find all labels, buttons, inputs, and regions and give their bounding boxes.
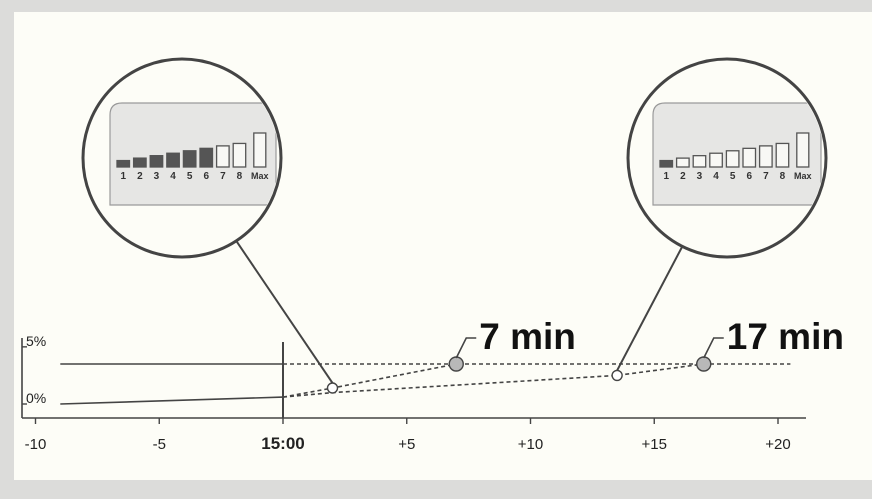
power-level-label-left: 4 <box>170 171 176 182</box>
anchor-point-1 <box>326 382 339 394</box>
y-tick-label: 0% <box>26 390 46 406</box>
target-reached-point-4 <box>696 356 712 372</box>
anchor-point-2 <box>611 369 623 382</box>
power-level-bar-right <box>775 142 790 168</box>
power-level-label-right: Max <box>794 171 812 181</box>
x-tick-label: +20 <box>765 436 790 453</box>
power-level-label-left: 8 <box>237 171 243 182</box>
power-level-label-left: Max <box>251 171 269 181</box>
power-level-bar-right <box>758 145 773 168</box>
power-level-bar-right <box>675 157 690 168</box>
time-label-leader-3 <box>455 337 477 359</box>
power-level-bar-right <box>659 159 674 168</box>
y-tick-label: 5% <box>26 333 46 349</box>
power-level-bar-left <box>132 157 147 168</box>
power-level-bar-left <box>166 152 180 168</box>
x-tick-label: +10 <box>518 436 543 453</box>
power-level-bar-right <box>796 132 810 168</box>
power-level-bar-left <box>215 145 230 168</box>
time-label-4: 17 min <box>727 316 844 357</box>
power-level-bar-left <box>116 159 131 168</box>
power-level-bar-right <box>692 155 707 168</box>
power-level-label-left: 7 <box>220 171 226 182</box>
power-level-bar-left <box>232 142 247 168</box>
power-level-label-left: 1 <box>120 171 126 182</box>
power-level-bar-right <box>709 152 723 168</box>
series-line-5 <box>282 363 704 398</box>
target-reached-point-3 <box>448 356 464 372</box>
x-tick-label: +15 <box>642 436 667 453</box>
power-level-bar-left <box>149 155 164 168</box>
power-level-label-left: 6 <box>203 171 209 182</box>
power-level-bar-left <box>182 150 197 168</box>
x-tick-label: -5 <box>153 436 166 453</box>
callout-leader-right <box>616 245 684 371</box>
callout-leader-left <box>235 240 334 384</box>
x-tick-label: -10 <box>25 436 47 453</box>
power-level-label-right: 3 <box>697 171 703 182</box>
power-level-bar-right <box>725 150 740 168</box>
power-level-label-right: 6 <box>746 171 752 182</box>
power-level-bar-left <box>199 147 214 168</box>
x-tick-label: 15:00 <box>261 434 304 453</box>
power-level-bar-left <box>253 132 267 168</box>
power-level-label-right: 2 <box>680 171 686 182</box>
x-tick-label: +5 <box>398 436 415 453</box>
power-level-label-right: 8 <box>780 171 786 182</box>
power-level-label-left: 2 <box>137 171 143 182</box>
power-level-label-right: 1 <box>663 171 669 182</box>
power-level-label-right: 7 <box>763 171 769 182</box>
power-level-label-right: 5 <box>730 171 736 182</box>
power-level-label-right: 4 <box>713 171 719 182</box>
power-level-bar-right <box>742 147 757 168</box>
power-level-label-left: 5 <box>187 171 193 182</box>
series-line-1 <box>60 396 284 405</box>
power-level-label-left: 3 <box>154 171 160 182</box>
time-label-3: 7 min <box>479 316 576 357</box>
time-label-leader-4 <box>703 337 724 359</box>
